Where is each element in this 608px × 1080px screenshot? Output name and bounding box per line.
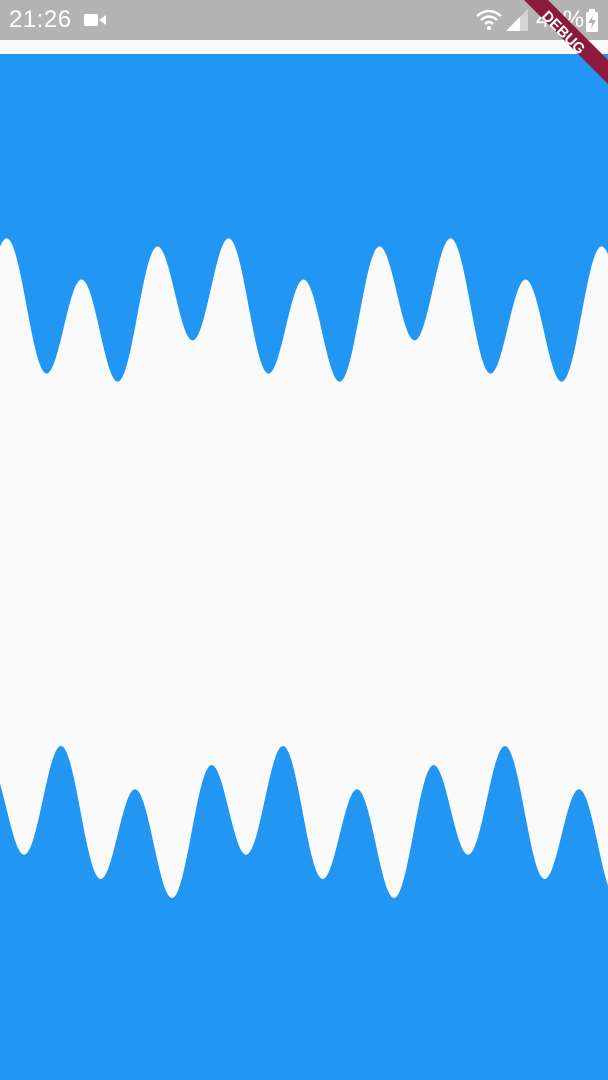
video-camera-icon [84,13,106,32]
top-wave [0,238,608,420]
battery-charging-icon [585,9,599,38]
status-time: 21:26 [9,6,72,33]
battery-percentage: 49% [536,6,585,33]
cell-signal-icon [506,9,528,36]
wifi-icon [476,9,502,36]
app-bar-gap [0,40,608,54]
status-bar: 21:26 49% [0,0,608,40]
bottom-wave [0,730,608,899]
